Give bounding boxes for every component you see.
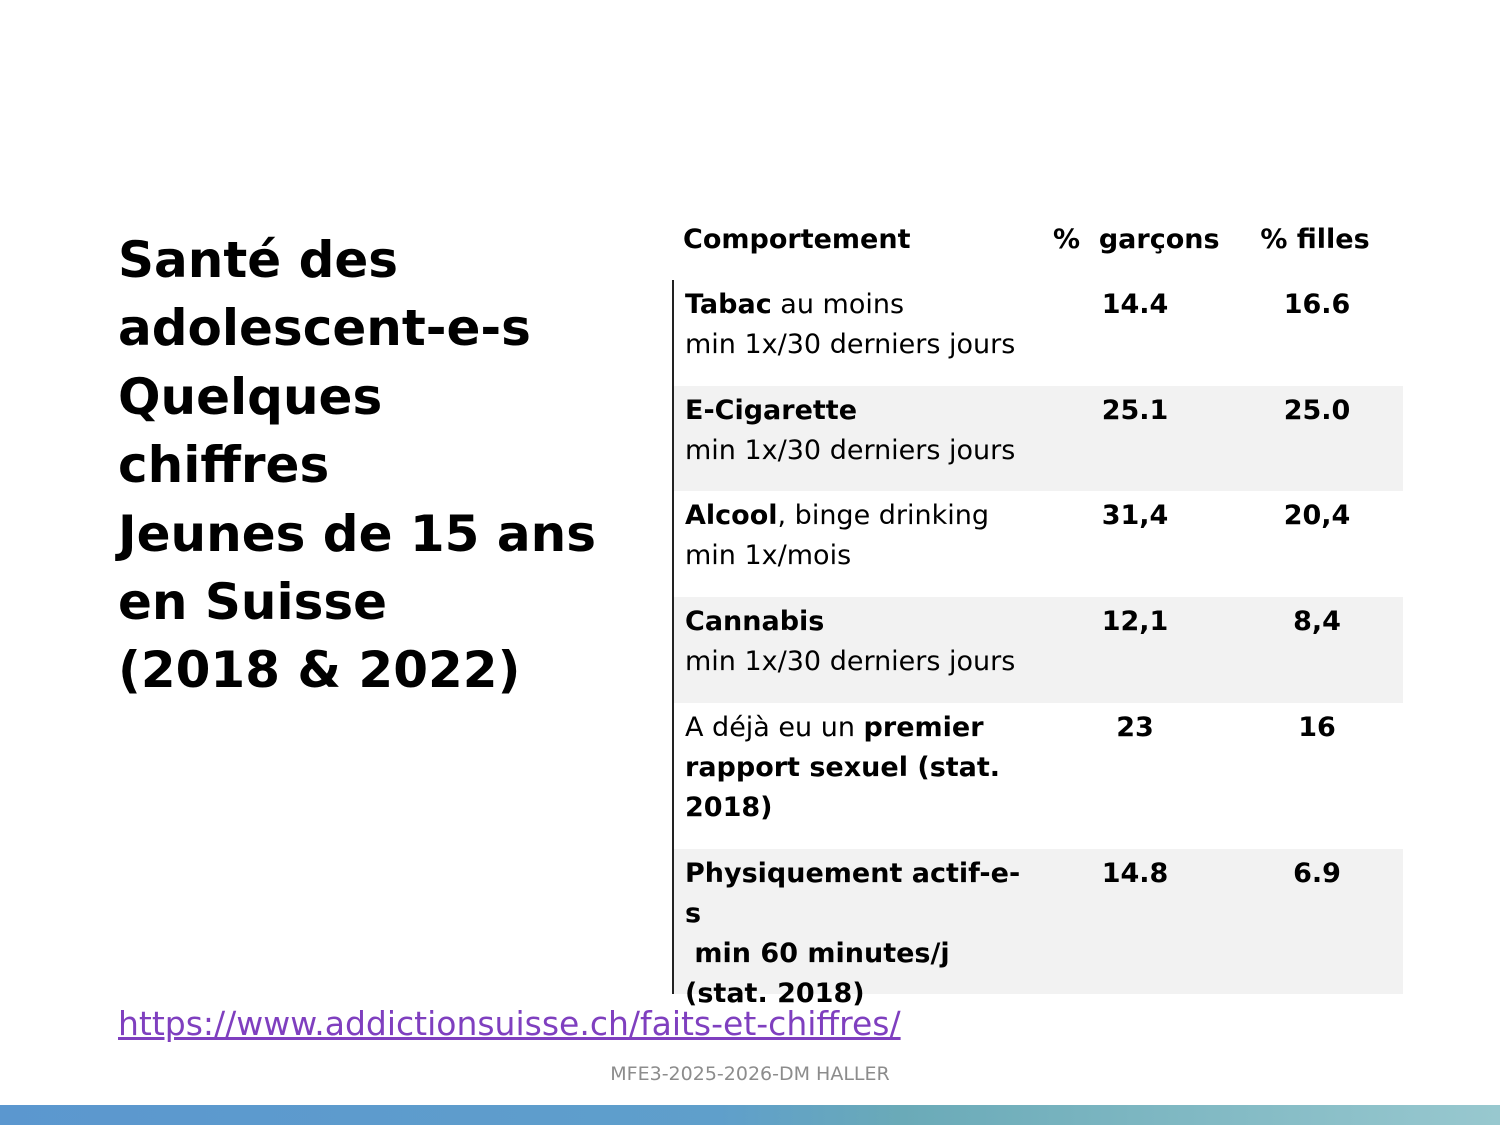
- title-line: en Suisse: [118, 573, 388, 632]
- table-row: Alcool, binge drinking min 1x/mois 31,4 …: [672, 491, 1403, 597]
- header-girls: % filles: [1260, 224, 1370, 255]
- behavior-frequency: min 1x/mois: [685, 540, 852, 571]
- boys-value: 23: [1116, 712, 1154, 743]
- behavior-cell: A déjà eu un premier rapport sexuel (sta…: [685, 708, 1030, 828]
- behavior-frequency: min 60 minutes/j: [685, 938, 950, 969]
- behavior-detail: , binge drinking: [777, 500, 990, 531]
- behavior-name: E-Cigarette: [685, 395, 858, 426]
- behavior-name: Alcool: [685, 500, 778, 531]
- behavior-cell: Cannabis min 1x/30 derniers jours: [685, 602, 1030, 682]
- title-line: Jeunes de 15 ans: [118, 504, 596, 563]
- girls-value: 8,4: [1293, 606, 1341, 637]
- slide-title: Santé des adolescent-e-s Quelques chiffr…: [118, 226, 596, 705]
- bottom-color-band: [0, 1105, 1500, 1125]
- table-row: Cannabis min 1x/30 derniers jours 12,1 8…: [672, 597, 1403, 703]
- table-row: E-Cigarette min 1x/30 derniers jours 25.…: [672, 386, 1403, 491]
- behavior-name: premier: [863, 712, 984, 743]
- header-boys: % garçons: [1053, 224, 1220, 255]
- table-row: Tabac au moins min 1x/30 derniers jours …: [672, 280, 1403, 386]
- behavior-detail: A déjà eu un: [685, 712, 864, 743]
- title-line: (2018 & 2022): [118, 641, 521, 700]
- behavior-name-cont: rapport sexuel (stat.: [685, 752, 1001, 783]
- behavior-source: (stat. 2018): [685, 978, 865, 1009]
- source-link[interactable]: https://www.addictionsuisse.ch/faits-et-…: [118, 1004, 901, 1043]
- behavior-detail: au moins: [771, 289, 905, 320]
- title-line: Santé des: [118, 231, 399, 289]
- table-row: Physiquement actif-e-s min 60 minutes/j …: [672, 849, 1403, 1009]
- boys-value: 14.4: [1101, 289, 1169, 320]
- behavior-name: Cannabis: [685, 606, 825, 637]
- girls-value: 20,4: [1283, 500, 1351, 531]
- table-row: A déjà eu un premier rapport sexuel (sta…: [672, 703, 1403, 849]
- boys-value: 31,4: [1101, 500, 1169, 531]
- behavior-frequency: min 1x/30 derniers jours: [685, 646, 1016, 677]
- girls-value: 16: [1298, 712, 1336, 743]
- boys-value: 14.8: [1101, 858, 1169, 889]
- girls-value: 25.0: [1283, 395, 1351, 426]
- table-header: Comportement % garçons % filles: [672, 214, 1403, 280]
- behavior-name-cont: 2018): [685, 792, 773, 823]
- slide-footer: MFE3-2025-2026-DM HALLER: [610, 1063, 890, 1085]
- girls-value: 6.9: [1293, 858, 1341, 889]
- boys-value: 25.1: [1101, 395, 1169, 426]
- girls-value: 16.6: [1283, 289, 1351, 320]
- behavior-table: Comportement % garçons % filles Tabac au…: [672, 214, 1403, 1009]
- header-behavior: Comportement: [683, 224, 911, 255]
- title-line: chiffres: [118, 436, 330, 495]
- behavior-name: Tabac: [685, 289, 772, 320]
- behavior-name: Physiquement actif-e-s: [685, 858, 1021, 929]
- boys-value: 12,1: [1101, 606, 1169, 637]
- behavior-cell: Physiquement actif-e-s min 60 minutes/j …: [685, 854, 1030, 1014]
- behavior-cell: Alcool, binge drinking min 1x/mois: [685, 496, 1030, 576]
- title-line: Quelques: [118, 367, 383, 426]
- behavior-cell: E-Cigarette min 1x/30 derniers jours: [685, 391, 1030, 471]
- title-line: adolescent-e-s: [118, 299, 531, 358]
- behavior-frequency: min 1x/30 derniers jours: [685, 329, 1016, 360]
- behavior-frequency: min 1x/30 derniers jours: [685, 435, 1016, 466]
- behavior-cell: Tabac au moins min 1x/30 derniers jours: [685, 285, 1030, 365]
